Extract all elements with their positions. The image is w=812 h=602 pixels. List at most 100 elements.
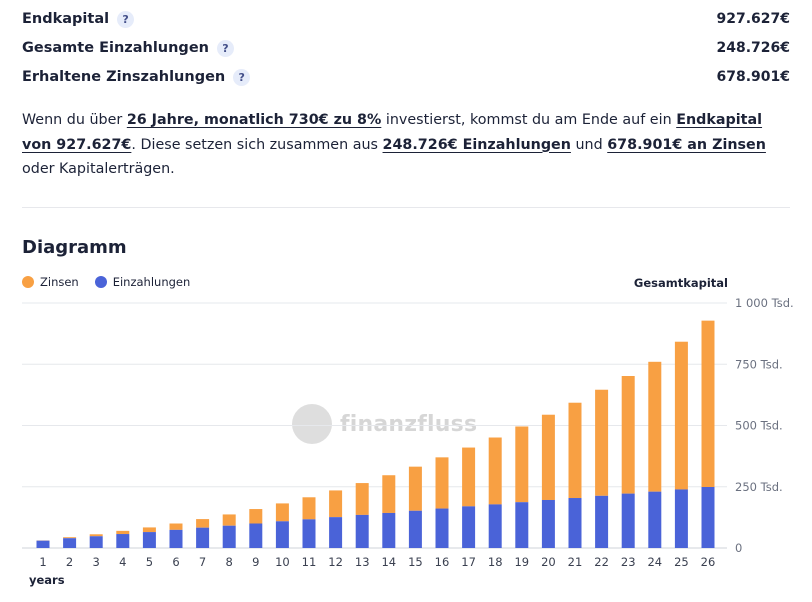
bar-einzahlungen bbox=[355, 514, 369, 548]
x-tick-label: 12 bbox=[328, 555, 343, 569]
bar-einzahlungen bbox=[408, 510, 422, 548]
x-tick-label: 1 bbox=[39, 555, 46, 569]
bar-einzahlungen bbox=[36, 540, 50, 548]
x-tick-label: 5 bbox=[146, 555, 153, 569]
x-tick-label: 8 bbox=[226, 555, 233, 569]
bar-zinsen bbox=[674, 341, 688, 490]
y-tick-label: 1 000 Tsd. bbox=[735, 296, 794, 310]
bar-zinsen bbox=[595, 389, 609, 496]
bar-zinsen bbox=[196, 519, 210, 528]
legend-swatch-zinsen bbox=[22, 276, 34, 288]
bar-einzahlungen bbox=[462, 506, 476, 548]
x-tick-label: 4 bbox=[119, 555, 126, 569]
x-tick-label: 24 bbox=[647, 555, 662, 569]
bar-einzahlungen bbox=[488, 504, 502, 548]
bar-einzahlungen bbox=[621, 493, 635, 548]
bar-einzahlungen bbox=[435, 508, 449, 548]
bar-einzahlungen bbox=[701, 486, 715, 548]
bar-einzahlungen bbox=[382, 512, 396, 548]
watermark-text: finanzfluss bbox=[340, 411, 478, 437]
help-icon[interactable]: ? bbox=[233, 68, 251, 86]
bar-zinsen bbox=[169, 523, 183, 530]
chart-legend: Zinsen Einzahlungen bbox=[22, 275, 190, 289]
bar-einzahlungen bbox=[222, 525, 236, 548]
summary-value: 248.726€ bbox=[716, 40, 790, 56]
text-segment: und bbox=[570, 136, 608, 153]
bar-zinsen bbox=[63, 537, 77, 539]
bar-einzahlungen bbox=[249, 523, 263, 548]
summary-label: Gesamte Einzahlungen? bbox=[22, 39, 234, 57]
section-title: Diagramm bbox=[22, 237, 127, 258]
bar-zinsen bbox=[488, 437, 502, 505]
highlight-endkapital: Endkapital von 927.627€ bbox=[22, 112, 763, 153]
bar-einzahlungen bbox=[541, 499, 555, 548]
bar-einzahlungen bbox=[63, 538, 77, 548]
x-tick-label: 6 bbox=[172, 555, 179, 569]
x-axis-title: years bbox=[29, 573, 65, 587]
text-segment: investierst, kommst du am Ende auf ein bbox=[381, 112, 677, 128]
bar-zinsen bbox=[701, 320, 715, 487]
bar-zinsen bbox=[249, 509, 263, 524]
text-segment: . Diese setzen sich zusammen aus bbox=[131, 136, 383, 153]
text-segment: oder Kapitalerträgen. bbox=[22, 161, 175, 177]
help-icon[interactable]: ? bbox=[216, 39, 234, 57]
x-tick-label: 22 bbox=[594, 555, 609, 569]
x-tick-label: 20 bbox=[541, 555, 556, 569]
x-tick-label: 25 bbox=[674, 555, 689, 569]
text-segment: Wenn du über bbox=[22, 112, 127, 128]
highlight-zinsen: 678.901€ an Zinsen bbox=[607, 136, 766, 153]
x-tick-label: 13 bbox=[355, 555, 370, 569]
bar-zinsen bbox=[435, 457, 449, 509]
bar-einzahlungen bbox=[515, 502, 529, 548]
bar-einzahlungen bbox=[674, 489, 688, 548]
summary-row-zinsen: Erhaltene Zinszahlungen? 678.901€ bbox=[22, 66, 790, 88]
x-tick-label: 7 bbox=[199, 555, 206, 569]
summary-value: 678.901€ bbox=[716, 69, 790, 85]
highlight-einzahlungen: 248.726€ Einzahlungen bbox=[382, 136, 571, 153]
x-tick-label: 18 bbox=[488, 555, 503, 569]
bar-einzahlungen bbox=[302, 519, 316, 548]
highlight-duration-rate: 26 Jahre, monatlich 730€ zu 8% bbox=[126, 112, 382, 128]
bar-einzahlungen bbox=[275, 521, 289, 548]
hippo-logo-icon bbox=[292, 404, 332, 444]
bar-zinsen bbox=[408, 466, 422, 511]
bar-einzahlungen bbox=[568, 498, 582, 548]
bar-zinsen bbox=[382, 475, 396, 513]
x-tick-label: 15 bbox=[408, 555, 423, 569]
x-tick-label: 14 bbox=[381, 555, 396, 569]
result-description: Wenn du über 26 Jahre, monatlich 730€ zu… bbox=[22, 108, 782, 182]
bar-einzahlungen bbox=[116, 534, 130, 548]
x-tick-label: 3 bbox=[93, 555, 100, 569]
divider bbox=[22, 207, 790, 208]
bar-einzahlungen bbox=[595, 495, 609, 548]
bar-zinsen bbox=[568, 402, 582, 499]
bar-zinsen bbox=[329, 490, 343, 518]
help-icon[interactable]: ? bbox=[117, 10, 135, 28]
x-tick-label: 17 bbox=[461, 555, 476, 569]
y-tick-label: 750 Tsd. bbox=[735, 357, 783, 371]
bar-zinsen bbox=[621, 376, 635, 494]
x-tick-label: 16 bbox=[435, 555, 450, 569]
bar-zinsen bbox=[648, 361, 662, 492]
y-tick-label: 500 Tsd. bbox=[735, 419, 783, 433]
bar-einzahlungen bbox=[329, 517, 343, 548]
bar-zinsen bbox=[142, 527, 156, 533]
bar-zinsen bbox=[302, 497, 316, 520]
x-tick-label: 11 bbox=[302, 555, 317, 569]
bar-einzahlungen bbox=[648, 491, 662, 548]
bar-zinsen bbox=[355, 483, 369, 515]
bar-zinsen bbox=[89, 534, 103, 537]
x-tick-label: 21 bbox=[568, 555, 583, 569]
legend-item-zinsen[interactable]: Zinsen bbox=[22, 275, 79, 289]
legend-label: Zinsen bbox=[40, 275, 79, 289]
x-tick-label: 26 bbox=[701, 555, 716, 569]
summary-row-einzahlungen: Gesamte Einzahlungen? 248.726€ bbox=[22, 37, 790, 59]
x-tick-label: 10 bbox=[275, 555, 290, 569]
bar-einzahlungen bbox=[142, 532, 156, 548]
bar-zinsen bbox=[222, 514, 236, 526]
summary-label: Erhaltene Zinszahlungen? bbox=[22, 68, 251, 86]
x-tick-label: 9 bbox=[252, 555, 259, 569]
x-tick-label: 23 bbox=[621, 555, 636, 569]
legend-item-einzahlungen[interactable]: Einzahlungen bbox=[94, 275, 190, 289]
